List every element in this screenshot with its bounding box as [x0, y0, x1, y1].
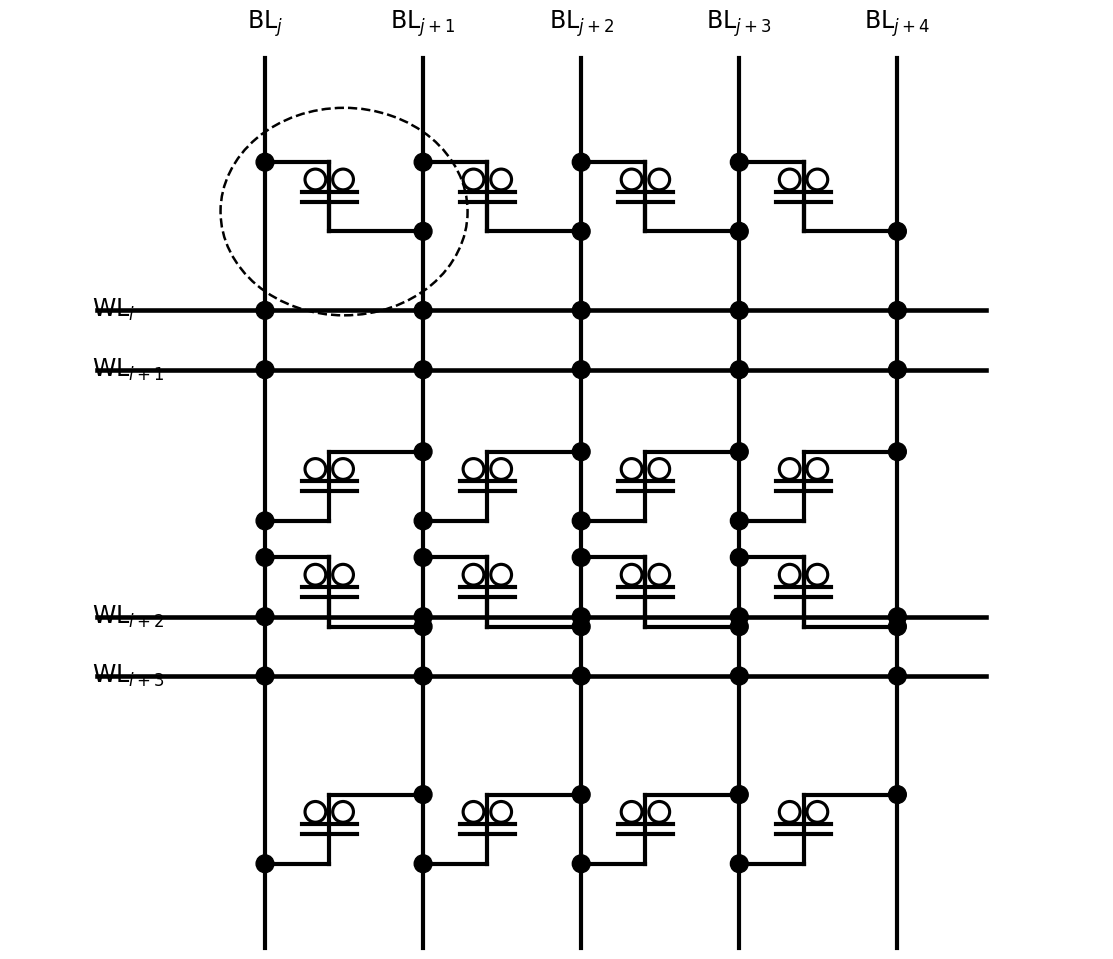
Circle shape	[463, 458, 484, 480]
Text: $\mathrm{BL}_{j+2}$: $\mathrm{BL}_{j+2}$	[549, 8, 614, 38]
Circle shape	[649, 169, 670, 190]
Circle shape	[414, 443, 432, 460]
Circle shape	[491, 458, 512, 480]
Circle shape	[730, 549, 748, 567]
Circle shape	[463, 564, 484, 585]
Circle shape	[305, 458, 326, 480]
Circle shape	[414, 785, 432, 804]
Circle shape	[491, 802, 512, 822]
Circle shape	[807, 564, 828, 585]
Circle shape	[414, 608, 432, 625]
Circle shape	[779, 169, 800, 190]
Circle shape	[256, 301, 274, 319]
Circle shape	[888, 785, 906, 804]
Circle shape	[572, 361, 590, 379]
Circle shape	[572, 854, 590, 873]
Circle shape	[730, 854, 748, 873]
Circle shape	[888, 608, 906, 625]
Circle shape	[888, 222, 906, 241]
Circle shape	[256, 667, 274, 685]
Circle shape	[572, 153, 590, 171]
Circle shape	[414, 512, 432, 529]
Text: $\mathrm{WL}_i$: $\mathrm{WL}_i$	[92, 297, 136, 323]
Circle shape	[649, 802, 670, 822]
Circle shape	[730, 153, 748, 171]
Circle shape	[888, 361, 906, 379]
Circle shape	[333, 564, 354, 585]
Circle shape	[414, 549, 432, 567]
Circle shape	[333, 458, 354, 480]
Circle shape	[572, 222, 590, 241]
Circle shape	[256, 361, 274, 379]
Circle shape	[256, 512, 274, 529]
Circle shape	[888, 301, 906, 319]
Circle shape	[256, 608, 274, 625]
Circle shape	[572, 785, 590, 804]
Circle shape	[256, 153, 274, 171]
Circle shape	[572, 512, 590, 529]
Circle shape	[730, 301, 748, 319]
Circle shape	[730, 608, 748, 625]
Circle shape	[649, 564, 670, 585]
Text: $\mathrm{WL}_{i+1}$: $\mathrm{WL}_{i+1}$	[92, 357, 165, 383]
Circle shape	[649, 458, 670, 480]
Circle shape	[305, 564, 326, 585]
Circle shape	[305, 169, 326, 190]
Circle shape	[807, 802, 828, 822]
Circle shape	[572, 549, 590, 567]
Circle shape	[463, 169, 484, 190]
Circle shape	[730, 222, 748, 241]
Circle shape	[256, 549, 274, 567]
Circle shape	[621, 458, 642, 480]
Circle shape	[730, 785, 748, 804]
Circle shape	[572, 667, 590, 685]
Circle shape	[888, 618, 906, 636]
Circle shape	[779, 458, 800, 480]
Circle shape	[730, 443, 748, 460]
Circle shape	[414, 301, 432, 319]
Circle shape	[621, 802, 642, 822]
Circle shape	[572, 618, 590, 636]
Circle shape	[807, 458, 828, 480]
Circle shape	[730, 618, 748, 636]
Circle shape	[414, 222, 432, 241]
Circle shape	[572, 608, 590, 625]
Circle shape	[414, 153, 432, 171]
Circle shape	[256, 854, 274, 873]
Circle shape	[463, 802, 484, 822]
Text: $\mathrm{BL}_{j+3}$: $\mathrm{BL}_{j+3}$	[707, 8, 772, 38]
Circle shape	[888, 667, 906, 685]
Circle shape	[807, 169, 828, 190]
Circle shape	[621, 169, 642, 190]
Text: $\mathrm{BL}_{j+1}$: $\mathrm{BL}_{j+1}$	[391, 8, 456, 38]
Text: $\mathrm{WL}_{i+3}$: $\mathrm{WL}_{i+3}$	[92, 663, 165, 690]
Circle shape	[730, 361, 748, 379]
Circle shape	[305, 802, 326, 822]
Circle shape	[333, 802, 354, 822]
Text: $\mathrm{BL}_j$: $\mathrm{BL}_j$	[247, 8, 283, 38]
Circle shape	[414, 667, 432, 685]
Circle shape	[333, 169, 354, 190]
Circle shape	[414, 854, 432, 873]
Circle shape	[779, 802, 800, 822]
Circle shape	[572, 301, 590, 319]
Circle shape	[491, 169, 512, 190]
Circle shape	[572, 443, 590, 460]
Circle shape	[414, 618, 432, 636]
Circle shape	[730, 667, 748, 685]
Circle shape	[621, 564, 642, 585]
Text: $\mathrm{WL}_{i+2}$: $\mathrm{WL}_{i+2}$	[92, 603, 165, 630]
Text: $\mathrm{BL}_{j+4}$: $\mathrm{BL}_{j+4}$	[865, 8, 930, 38]
Circle shape	[730, 512, 748, 529]
Circle shape	[888, 443, 906, 460]
Circle shape	[491, 564, 512, 585]
Circle shape	[779, 564, 800, 585]
Circle shape	[414, 361, 432, 379]
